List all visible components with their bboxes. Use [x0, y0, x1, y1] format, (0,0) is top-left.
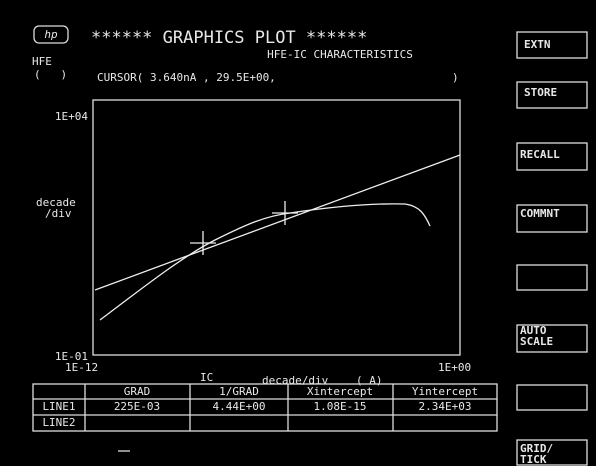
- cell: 225E-03: [114, 400, 160, 413]
- y-unit: ( ): [34, 68, 67, 81]
- subtitle: HFE-IC CHARACTERISTICS: [267, 48, 413, 61]
- softkey-label: SCALE: [520, 335, 553, 348]
- cell: 2.34E+03: [419, 400, 472, 413]
- softkey-label: RECALL: [520, 148, 560, 161]
- softkey-label: EXTN: [524, 38, 551, 51]
- row-label: LINE2: [42, 416, 75, 429]
- x-name: IC: [200, 371, 213, 384]
- softkey-label: TICK: [520, 453, 547, 466]
- x-right-label: 1E+00: [438, 361, 471, 374]
- background: [0, 0, 596, 466]
- cursor-close: ): [452, 71, 459, 84]
- x-left-label: 1E-12: [65, 361, 98, 374]
- cursor-readout: CURSOR( 3.640nA , 29.5E+00,: [97, 71, 276, 84]
- cell: 1.08E-15: [314, 400, 367, 413]
- column-header: 1/GRAD: [219, 385, 259, 398]
- softkey-label: COMMNT: [520, 207, 560, 220]
- cell: 4.44E+00: [213, 400, 266, 413]
- y-top-label: 1E+04: [55, 110, 88, 123]
- column-header: Xintercept: [307, 385, 373, 398]
- softkey-label: STORE: [524, 86, 557, 99]
- screen: hp ****** GRAPHICS PLOT ****** HFE-IC CH…: [0, 0, 596, 466]
- title: ****** GRAPHICS PLOT ******: [91, 28, 367, 48]
- logo: hp: [44, 28, 58, 41]
- y-scale: /div: [45, 207, 72, 220]
- column-header: GRAD: [124, 385, 151, 398]
- y-name: HFE: [32, 55, 52, 68]
- row-label: LINE1: [42, 400, 75, 413]
- column-header: Yintercept: [412, 385, 478, 398]
